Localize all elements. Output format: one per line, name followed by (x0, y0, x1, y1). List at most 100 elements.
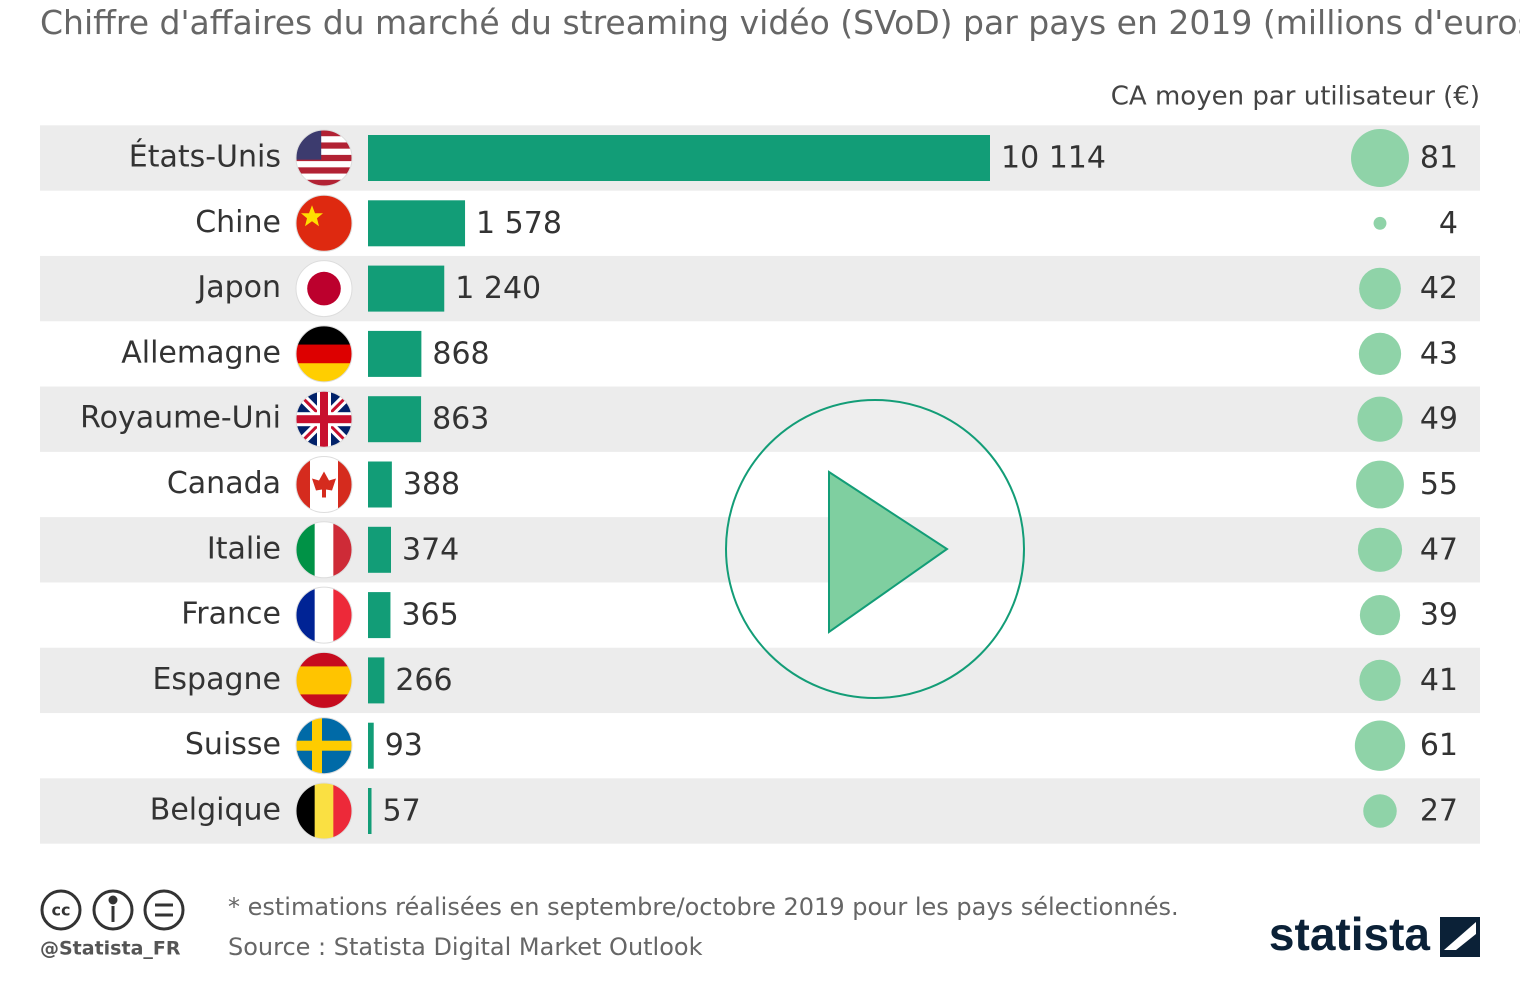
play-triangle[interactable] (828, 470, 949, 634)
category-label: Royaume-Uni (80, 401, 281, 436)
bubble (1363, 794, 1397, 828)
flag-disc (307, 271, 341, 306)
bar (368, 657, 385, 704)
bubble-label: 42 (1420, 271, 1458, 306)
value-label: 863 (432, 402, 489, 437)
category-label: Italie (207, 531, 281, 566)
flag (296, 587, 352, 644)
flag-stripe (333, 587, 352, 644)
flag-stripe (296, 179, 352, 186)
flag-stripe (296, 680, 352, 695)
play-button[interactable] (725, 399, 1025, 699)
bar (368, 722, 374, 769)
bubble-label: 49 (1420, 402, 1458, 437)
flag (296, 391, 352, 448)
flag-leaf (312, 471, 336, 498)
row-band (40, 386, 1480, 452)
bubble-label: 55 (1420, 467, 1458, 502)
flag-border (295, 651, 353, 709)
license-icons: cc (40, 889, 185, 931)
title-text: Chiffre d'affaires du marché du streamin… (40, 3, 1520, 42)
flag-border (295, 456, 353, 513)
bar (368, 592, 391, 639)
flag-stripe (296, 521, 316, 578)
flag (296, 783, 352, 839)
bubble-label: 81 (1420, 141, 1458, 176)
flag-stripe (314, 783, 334, 839)
value-label: 868 (432, 336, 489, 371)
bubble (1358, 332, 1402, 376)
bubble-label: 39 (1420, 598, 1458, 633)
source: Source : Statista Digital Market Outlook (228, 933, 703, 961)
bubble-column-title: CA moyen par utilisateur (€) (1111, 82, 1480, 112)
bar (368, 135, 990, 181)
flag-stripe (333, 521, 352, 578)
bar (368, 396, 422, 443)
flag-stripe (296, 666, 352, 681)
flag (296, 260, 352, 317)
flag-border (295, 521, 353, 579)
flag-border (295, 717, 353, 775)
flag-stripe (296, 344, 352, 364)
flag-border (295, 782, 353, 840)
flag (296, 325, 352, 382)
handle: @Statista_FR (40, 938, 181, 960)
by-icon-head (108, 895, 118, 905)
flag-border (295, 129, 353, 187)
flag-stripe (296, 587, 316, 644)
value-label: 57 (383, 794, 421, 829)
bubble-label: 47 (1420, 532, 1458, 567)
value-label: 1 240 (455, 271, 541, 306)
flag (296, 456, 352, 513)
bar (368, 330, 422, 377)
flag-stripe (338, 456, 352, 513)
value-label: 266 (395, 663, 452, 698)
bubble (1373, 216, 1387, 230)
flag-stripe (296, 148, 352, 156)
nd-icon (143, 889, 185, 931)
flag-cross (320, 391, 328, 448)
flag-stripe (296, 161, 352, 168)
flag-stripe (296, 783, 316, 839)
category-label: Belgique (150, 793, 281, 828)
bar (368, 461, 392, 508)
flag-stripe (296, 154, 352, 162)
flag-stripe (296, 195, 352, 252)
footnote: * estimations réalisées en septembre/oct… (228, 893, 1179, 921)
bubble (1359, 267, 1401, 310)
flag-stripe (296, 136, 352, 143)
flag-stripe (296, 456, 311, 513)
bar (368, 200, 466, 247)
bubble (1356, 460, 1404, 509)
bar (368, 265, 445, 312)
bubble-label: 61 (1420, 728, 1458, 763)
category-label: Allemagne (121, 335, 281, 370)
flag-stripe (296, 325, 352, 346)
bubble (1357, 396, 1403, 442)
value-label: 374 (402, 532, 459, 567)
cc-icon (40, 889, 82, 931)
flag-border (295, 260, 353, 318)
flag-stripe (296, 167, 352, 175)
category-label: Suisse (185, 727, 281, 762)
brand: statista (1269, 908, 1430, 960)
bubble (1354, 720, 1406, 771)
row-band (40, 647, 1480, 714)
chart-title: Chiffre d'affaires du marché du streamin… (40, 1, 1520, 42)
flag-border (295, 586, 353, 644)
value-label: 365 (401, 598, 458, 633)
row-band (40, 517, 1480, 583)
category-label: Espagne (152, 662, 281, 697)
flag-cross (312, 717, 322, 774)
bubble (1359, 594, 1401, 636)
bubble-label: 4 (1439, 206, 1458, 241)
by-icon (92, 889, 134, 931)
flag-border (295, 390, 353, 448)
bubble (1357, 527, 1403, 572)
flag-stripe (333, 783, 352, 839)
category-label: États-Unis (129, 139, 281, 175)
flag-border (295, 325, 353, 383)
bubble (1351, 129, 1409, 187)
flag-stripe (314, 521, 334, 578)
